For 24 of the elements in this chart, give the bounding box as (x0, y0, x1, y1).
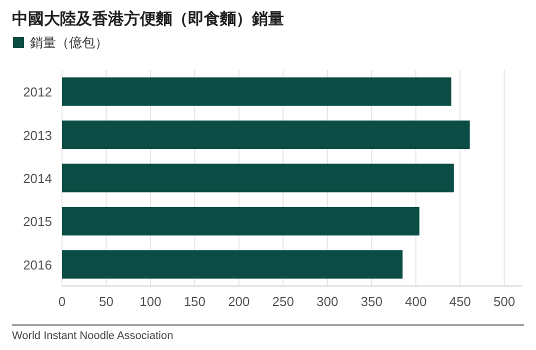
bar (62, 164, 454, 192)
legend-label: 銷量（億包） (30, 35, 108, 50)
bar (62, 120, 470, 150)
y-tick-label: 2014 (23, 171, 52, 186)
x-tick-label: 400 (404, 294, 427, 309)
x-tick-label: 0 (58, 294, 66, 309)
x-tick-label: 450 (449, 294, 471, 309)
bar (62, 206, 420, 236)
x-tick-label: 50 (98, 294, 114, 309)
bar (62, 77, 452, 106)
x-tick-label: 350 (360, 294, 382, 309)
bar (62, 250, 403, 279)
y-tick-label: 2012 (23, 84, 52, 100)
text: World Instant Noodle Association (12, 330, 174, 342)
x-tick-label: 500 (493, 294, 516, 309)
x-tick-label: 150 (184, 294, 206, 309)
chart-title: 中國大陸及香港方便麵（即食麵）銷量 (12, 9, 284, 28)
y-tick-label: 2015 (23, 214, 52, 230)
x-tick-label: 200 (228, 294, 250, 309)
x-tick-label: 250 (272, 294, 294, 309)
y-tick-label: 2013 (23, 128, 52, 143)
x-tick-label: 300 (316, 294, 338, 309)
x-tick-label: 100 (140, 294, 162, 309)
y-tick-label: 2016 (23, 257, 52, 272)
